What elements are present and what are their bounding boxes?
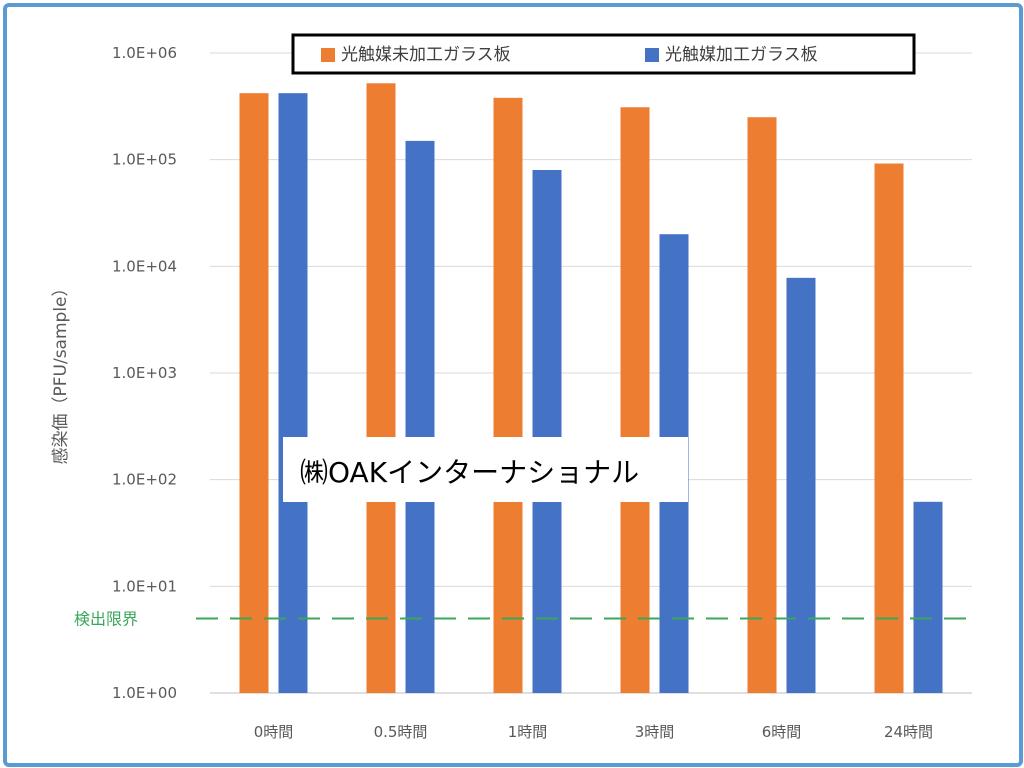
bar-coated (532, 170, 562, 694)
bar-uncoated (747, 117, 777, 694)
legend-swatch-uncoated (321, 48, 335, 62)
x-tick-label: 24時間 (884, 723, 933, 741)
y-tick-label: 1.0E+03 (112, 364, 177, 382)
bar-uncoated (239, 93, 269, 693)
x-tick-label: 0.5時間 (374, 723, 428, 741)
detection-limit-label: 検出限界 (74, 609, 138, 628)
y-tick-label: 1.0E+01 (112, 577, 177, 595)
legend-swatch-coated (645, 48, 659, 62)
y-tick-labels: 1.0E+00 1.0E+01 1.0E+02 1.0E+03 1.0E+04 1.0E+… (112, 44, 177, 702)
x-tick-label: 6時間 (762, 723, 802, 741)
y-tick-label: 1.0E+06 (112, 44, 177, 62)
bar-uncoated (493, 97, 523, 694)
watermark-box: ㈱OAKインターナショナル (283, 437, 688, 502)
y-axis-label: 感染価（PFU/sample） (51, 279, 71, 464)
legend-label-coated: 光触媒加工ガラス板 (665, 45, 818, 65)
watermark-background (283, 437, 688, 502)
bar-coated (278, 93, 308, 693)
gridlines (210, 52, 972, 694)
bar-coated (786, 277, 816, 693)
x-tick-label: 0時間 (254, 723, 294, 741)
bars (239, 83, 943, 694)
bar-uncoated (620, 107, 650, 693)
x-tick-labels: 0時間 0.5時間 1時間 3時間 6時間 24時間 (254, 723, 933, 741)
x-tick-label: 3時間 (635, 723, 675, 741)
legend-label-uncoated: 光触媒未加工ガラス板 (341, 45, 511, 65)
bar-uncoated (366, 83, 396, 694)
y-tick-label: 1.0E+05 (112, 151, 177, 169)
legend-box (291, 33, 916, 75)
y-tick-label: 1.0E+04 (112, 257, 177, 275)
legend: 光触媒未加工ガラス板 光触媒加工ガラス板 (291, 33, 916, 75)
bar-coated (405, 140, 435, 693)
x-tick-label: 1時間 (508, 723, 548, 741)
watermark-text: ㈱OAKインターナショナル (300, 456, 639, 489)
bar-uncoated (874, 163, 904, 693)
y-tick-label: 1.0E+02 (112, 471, 177, 489)
bar-coated (913, 501, 943, 693)
y-tick-label: 1.0E+00 (112, 684, 177, 702)
